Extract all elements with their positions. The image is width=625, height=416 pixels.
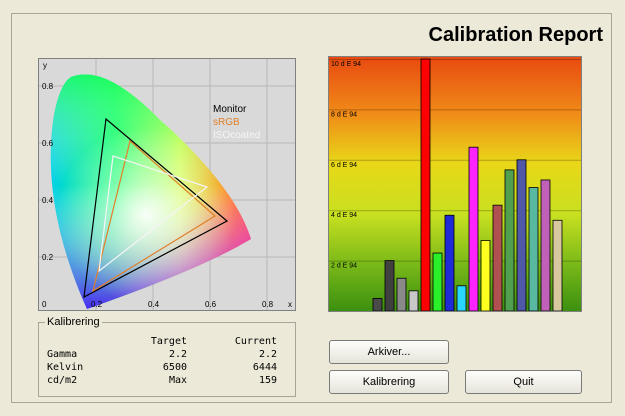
chart-bar [444, 214, 455, 311]
row-label: Kelvin [47, 362, 84, 373]
column-header: Target [150, 336, 187, 347]
current-value: 6444 [252, 362, 277, 373]
cie-diagram: y 0.8 0.6 0.4 0.2 0 0.2 0.4 0.6 0.8 x Mo… [38, 58, 296, 311]
legend-isocoated: ISOcoated [213, 130, 261, 141]
kalibrering-group: Kalibrering Target Current Gamma 2.2 2.2… [38, 316, 296, 397]
chart-bar [492, 204, 503, 311]
chart-bar [432, 252, 443, 311]
gamut-monitor [83, 117, 229, 299]
chart-bar [504, 169, 515, 311]
column-header [47, 335, 127, 348]
target-value: 6500 [162, 362, 187, 373]
chart-bar [480, 240, 491, 311]
chart-bar [540, 179, 551, 311]
kalibrering-table: Target Current Gamma 2.2 2.2 Kelvin 6500… [47, 335, 277, 387]
x-tick: 0 [42, 300, 47, 309]
table-row: Gamma 2.2 2.2 [47, 348, 277, 361]
chart-background [329, 57, 581, 311]
legend-srgb: sRGB [213, 117, 240, 128]
row-label: Gamma [47, 349, 78, 360]
x-axis-label: x [288, 300, 292, 309]
y-tick-label: 6 d E 94 [331, 162, 357, 169]
kalibrering-button[interactable]: Kalibrering [329, 370, 449, 394]
chart-bar [396, 277, 407, 311]
y-tick: 0.8 [42, 82, 54, 91]
cie-diagram-svg: y 0.8 0.6 0.4 0.2 0 0.2 0.4 0.6 0.8 x [39, 59, 295, 310]
y-tick-label: 8 d E 94 [331, 111, 357, 118]
y-tick-label: 4 d E 94 [331, 212, 357, 219]
arkiver-button[interactable]: Arkiver... [329, 340, 449, 364]
current-value: 159 [258, 375, 277, 386]
target-value: Max [168, 375, 187, 386]
kalibrering-group-title: Kalibrering [45, 316, 102, 328]
chart-bar [528, 187, 539, 311]
y-tick: 0.2 [42, 253, 54, 262]
x-tick: 0.2 [91, 300, 103, 309]
delta-e-chart: 10 d E 94 8 d E 94 6 d E 94 4 d E 94 2 d E 9… [328, 56, 582, 312]
delta-e-chart-svg: 10 d E 94 8 d E 94 6 d E 94 4 d E 94 2 d E 9… [329, 57, 581, 311]
chart-bar [516, 159, 527, 311]
y-axis-label: y [43, 61, 47, 70]
target-value: 2.2 [168, 349, 187, 360]
chart-bar [456, 285, 467, 311]
x-tick: 0.4 [148, 300, 160, 309]
y-tick: 0.4 [42, 196, 54, 205]
y-tick-label: 10 d E 94 [331, 61, 361, 68]
y-tick: 0.6 [42, 139, 54, 148]
table-header-row: Target Current [47, 335, 277, 348]
legend-monitor: Monitor [213, 104, 247, 115]
spectral-locus [50, 74, 251, 309]
page-title: Calibration Report [428, 24, 603, 46]
report-frame [11, 13, 612, 403]
table-row: Kelvin 6500 6444 [47, 361, 277, 374]
chart-bar [408, 290, 419, 311]
gamut-isocoated [98, 155, 209, 273]
chart-bar [420, 58, 431, 311]
x-tick: 0.6 [205, 300, 217, 309]
table-row: cd/m2 Max 159 [47, 374, 277, 387]
chart-bar [552, 219, 563, 311]
y-tick-label: 2 d E 94 [331, 263, 357, 270]
chart-bar [372, 297, 383, 311]
x-tick: 0.8 [262, 300, 274, 309]
gamut-srgb [92, 139, 217, 293]
row-label: cd/m2 [47, 375, 78, 386]
column-header: Current [234, 336, 277, 347]
current-value: 2.2 [258, 349, 277, 360]
chart-bar [468, 146, 479, 311]
chart-bar [384, 260, 395, 311]
quit-button[interactable]: Quit [465, 370, 582, 394]
